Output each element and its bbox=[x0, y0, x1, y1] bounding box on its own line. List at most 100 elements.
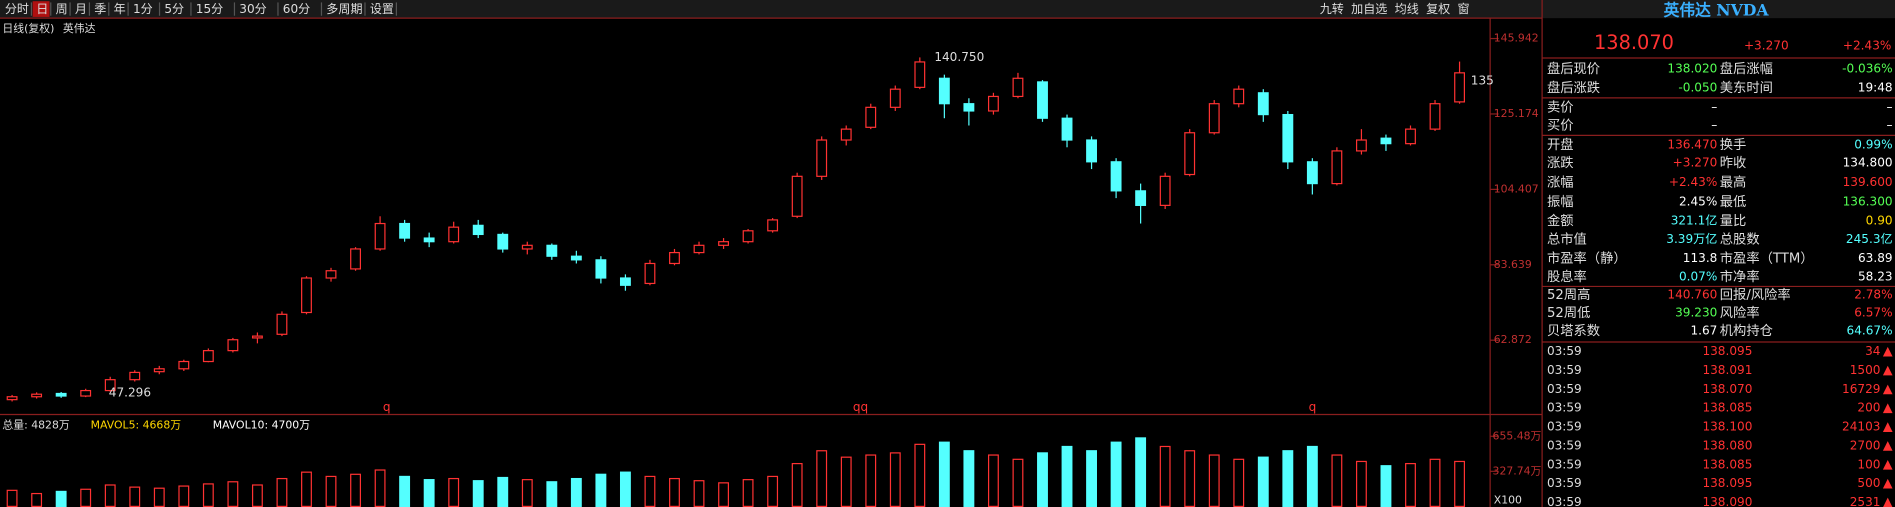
candle-body bbox=[791, 175, 803, 217]
tick-time: 03:59 bbox=[1547, 495, 1582, 507]
field-label: 市净率 bbox=[1720, 268, 1760, 285]
field-value: 64.67% bbox=[1847, 324, 1893, 338]
candle-body bbox=[178, 360, 190, 370]
volume-bar bbox=[595, 473, 607, 507]
y-tick-label: 655.48万 bbox=[1493, 429, 1542, 442]
volume-bar bbox=[865, 454, 877, 507]
candle-body bbox=[80, 389, 92, 397]
volume-bar bbox=[521, 479, 533, 507]
volume-bar bbox=[276, 477, 288, 507]
tab[interactable]: 日 bbox=[36, 2, 48, 16]
field-value: 139.600 bbox=[1843, 175, 1893, 189]
field-value: 6.57% bbox=[1854, 306, 1892, 320]
field-value: 321.1亿 bbox=[1671, 213, 1718, 228]
candle-body bbox=[1012, 77, 1024, 98]
volume-bar bbox=[1184, 450, 1196, 507]
tick-arrow bbox=[1882, 478, 1893, 489]
volume-bar bbox=[325, 475, 337, 507]
candle-body bbox=[1306, 161, 1318, 185]
volume-bar bbox=[1355, 460, 1367, 507]
tick-volume: 2531 bbox=[1850, 495, 1881, 507]
candle-body bbox=[914, 61, 926, 88]
field-value: -0.036% bbox=[1842, 61, 1892, 75]
tab[interactable]: 30分 bbox=[239, 2, 266, 16]
field-label: 回报/风险率 bbox=[1720, 286, 1791, 303]
tab[interactable]: 分时 bbox=[5, 2, 29, 16]
candle-body bbox=[938, 77, 950, 105]
tick-price: 138.085 bbox=[1702, 457, 1752, 471]
field-label: 盘后涨幅 bbox=[1720, 60, 1773, 77]
last-price: 138.070 bbox=[1594, 31, 1674, 54]
tool[interactable]: 加自选 bbox=[1351, 2, 1387, 16]
field-label: 开盘 bbox=[1547, 136, 1574, 153]
candle-body bbox=[963, 103, 975, 112]
field-value: 0.90 bbox=[1866, 214, 1893, 228]
tab[interactable]: 月 bbox=[75, 2, 87, 16]
candle-body bbox=[718, 241, 729, 246]
tool[interactable]: 窗 bbox=[1458, 2, 1470, 16]
candle-body bbox=[595, 259, 607, 279]
tab[interactable]: 年 bbox=[114, 2, 126, 16]
tab[interactable]: 5分 bbox=[164, 2, 184, 16]
volume-bar bbox=[251, 484, 263, 507]
candle-body bbox=[742, 230, 754, 243]
tool[interactable]: 复权 bbox=[1426, 2, 1450, 16]
tick-arrow bbox=[1882, 422, 1893, 432]
volume-bar bbox=[153, 487, 165, 507]
candle-body bbox=[325, 270, 337, 279]
field-label: 贝塔系数 bbox=[1547, 323, 1600, 339]
candle-body bbox=[1405, 128, 1416, 145]
field-label: 盘后现价 bbox=[1547, 60, 1600, 77]
volume-bar bbox=[1306, 445, 1318, 507]
field-label: 美东时间 bbox=[1720, 80, 1773, 96]
y-tick-label: 125.174 bbox=[1494, 107, 1539, 120]
field-value: 245.3亿 bbox=[1846, 231, 1893, 246]
field-label: 涨跌 bbox=[1547, 155, 1574, 171]
tick-arrow bbox=[1882, 384, 1893, 395]
tick-time: 03:59 bbox=[1547, 401, 1582, 415]
candle-body bbox=[1086, 139, 1097, 163]
volume-bar bbox=[448, 477, 460, 507]
tool[interactable]: 均线 bbox=[1395, 2, 1419, 16]
candle-body bbox=[816, 139, 828, 177]
candle-body bbox=[546, 244, 558, 257]
stock-name: 英伟达 bbox=[63, 21, 96, 35]
candle-body bbox=[374, 222, 386, 250]
candle-body bbox=[644, 262, 656, 285]
tab[interactable]: 多周期 bbox=[326, 2, 362, 16]
tick-arrow bbox=[1882, 365, 1893, 376]
tab[interactable]: 季 bbox=[94, 2, 106, 16]
volume-bar bbox=[1380, 465, 1392, 507]
tab[interactable]: 1分 bbox=[133, 2, 153, 16]
y-tick-label: 145.942 bbox=[1494, 32, 1539, 45]
tab[interactable]: 周 bbox=[56, 2, 68, 16]
y-tick-label: 62.872 bbox=[1494, 333, 1532, 346]
volume-bar bbox=[1208, 454, 1220, 507]
candle-body bbox=[521, 244, 533, 250]
candle-body bbox=[6, 396, 18, 401]
candle-body bbox=[1208, 103, 1220, 134]
tool[interactable]: 九转 bbox=[1320, 1, 1344, 16]
tick-time: 03:59 bbox=[1547, 420, 1582, 434]
period: 日线(复权) bbox=[2, 21, 54, 35]
volume-bar bbox=[472, 480, 484, 507]
volume-bar bbox=[889, 452, 901, 507]
tick-price: 138.100 bbox=[1702, 420, 1752, 434]
field-label: 昨收 bbox=[1720, 155, 1747, 171]
field-value: 134.800 bbox=[1843, 156, 1893, 170]
marker: q bbox=[1309, 400, 1317, 414]
volume-bar bbox=[1135, 437, 1147, 507]
candle-body bbox=[865, 106, 877, 128]
tab[interactable]: 60分 bbox=[283, 2, 310, 16]
tick-volume: 2700 bbox=[1850, 438, 1881, 452]
field-value: 63.89 bbox=[1858, 251, 1893, 265]
candle-body bbox=[350, 248, 361, 270]
tab[interactable]: 设置 bbox=[370, 2, 394, 16]
volume-bar bbox=[497, 476, 509, 507]
candle-body bbox=[619, 277, 631, 286]
candle-body bbox=[1061, 117, 1073, 141]
tab[interactable]: 15分 bbox=[196, 2, 223, 16]
candle-body bbox=[129, 371, 141, 381]
candle-body bbox=[399, 222, 411, 239]
